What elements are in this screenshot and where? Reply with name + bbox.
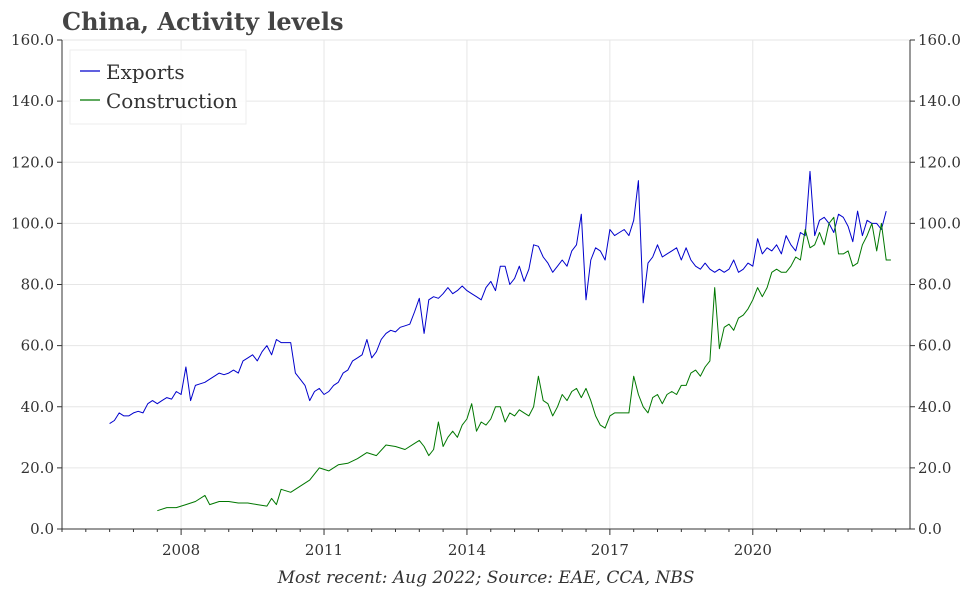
- y-tick-label-right: 20.0: [918, 459, 951, 477]
- y-tick-label-right: 140.0: [918, 92, 961, 110]
- y-tick-label: 40.0: [21, 398, 54, 416]
- y-tick-label: 0.0: [30, 520, 54, 538]
- y-tick-label: 20.0: [21, 459, 54, 477]
- y-tick-label: 160.0: [11, 31, 54, 49]
- x-tick-label: 2017: [591, 541, 629, 559]
- legend-label-construction: Construction: [106, 89, 238, 113]
- series-line-construction: [157, 216, 891, 512]
- grid: [62, 39, 910, 530]
- series-lines: [109, 170, 891, 512]
- legend-label-exports: Exports: [106, 60, 185, 84]
- x-tick-label: 2020: [734, 541, 772, 559]
- y-tick-label-right: 40.0: [918, 398, 951, 416]
- y-tick-label: 100.0: [11, 214, 54, 232]
- y-tick-label: 80.0: [21, 276, 54, 294]
- y-tick-label-right: 0.0: [918, 520, 942, 538]
- y-tick-label: 60.0: [21, 337, 54, 355]
- x-tick-label: 2011: [305, 541, 343, 559]
- y-tick-label: 140.0: [11, 92, 54, 110]
- y-tick-label-right: 120.0: [918, 153, 961, 171]
- x-tick-label: 2014: [448, 541, 486, 559]
- y-tick-label: 120.0: [11, 153, 54, 171]
- series-line-exports: [109, 170, 887, 425]
- y-tick-label-right: 60.0: [918, 337, 951, 355]
- x-tick-label: 2008: [162, 541, 200, 559]
- y-tick-label-right: 100.0: [918, 214, 961, 232]
- legend: Exports Construction: [69, 49, 247, 125]
- y-tick-label-right: 80.0: [918, 276, 951, 294]
- source-note: Most recent: Aug 2022; Source: EAE, CCA,…: [277, 568, 695, 588]
- y-tick-label-right: 160.0: [918, 31, 961, 49]
- chart-title: China, Activity levels: [62, 7, 344, 36]
- axes: 0.0 0.0 20.0 20.0 40.0 40.0 60.0 60.0 80.0 80.0 10…: [11, 31, 961, 559]
